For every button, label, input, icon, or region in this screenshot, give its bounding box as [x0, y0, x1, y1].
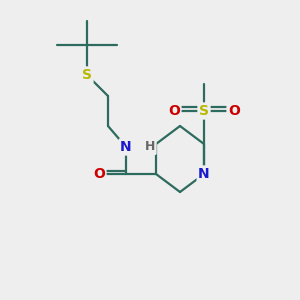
Text: N: N — [198, 167, 210, 181]
Text: S: S — [82, 68, 92, 82]
Text: O: O — [168, 104, 180, 118]
Text: N: N — [120, 140, 132, 154]
Text: O: O — [228, 104, 240, 118]
Text: O: O — [93, 167, 105, 181]
Text: H: H — [145, 140, 155, 154]
Text: S: S — [199, 104, 209, 118]
